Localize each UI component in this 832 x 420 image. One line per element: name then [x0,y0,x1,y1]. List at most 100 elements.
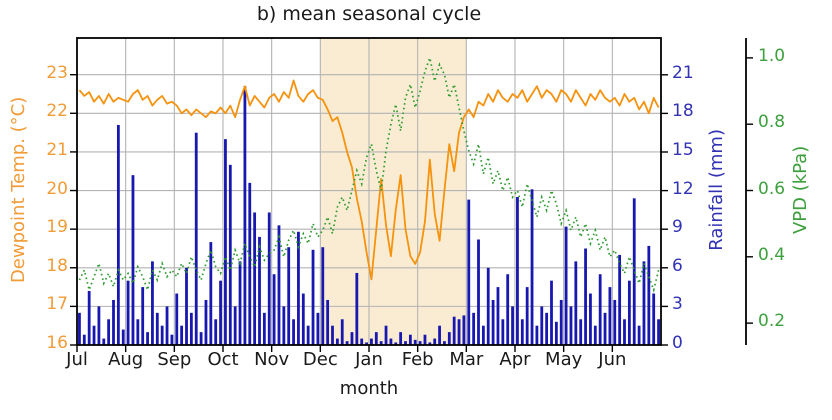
dewpoint-tick-label: 16 [46,333,68,353]
rainfall-bar [632,198,636,345]
rainfall-bar [146,332,149,345]
rainfall-bar [399,332,403,345]
rainfall-bar [262,312,266,345]
rainfall-tick-label: 21 [672,62,694,83]
rainfall-bar [618,254,622,345]
month-tick-label: Aug [108,349,144,370]
rainfall-bar [360,338,364,345]
vpd-tick-label: 0.4 [758,244,786,265]
rainfall-bar [370,338,373,345]
month-tick-label: Mar [449,349,484,370]
rainfall-bar [428,342,432,345]
rainfall-bar [516,197,519,345]
rainfall-bar [253,212,257,345]
month-tick-label: Sep [157,349,192,370]
rainfall-bar [350,332,354,345]
rainfall-bar [345,341,349,345]
rainfall-bar [155,312,159,345]
rainfall-tick-label: 6 [672,255,683,276]
rainfall-bar [282,306,286,345]
month-tick-label: Nov [254,349,290,370]
rainfall-tick-label: 9 [672,217,683,238]
rainfall-bar [438,325,441,345]
dewpoint-tick-label: 17 [46,294,68,315]
x-axis-label: month [339,378,399,399]
rainfall-bar [447,332,451,345]
rainfall-bar [550,280,553,345]
rainfall-bar [564,226,568,345]
month-tick-label: Dec [302,349,338,370]
rainfall-bar [433,338,437,345]
vpd-tick-label: 0.8 [758,112,786,133]
rainfall-bar [530,189,534,345]
rainfall-bar [627,280,631,345]
dry-season-shaded-region [320,38,467,345]
rainfall-bar [209,242,213,345]
rainfall-bar [321,247,325,345]
rainfall-bar [292,319,295,345]
rainfall-bar [535,325,539,345]
rainfall-bar [102,338,106,345]
vpd-tick-label: 0.2 [758,311,786,332]
rainfall-bar [272,274,276,345]
rainfall-bar [121,329,125,345]
rainfall-bar [243,86,247,345]
rainfall-bar [423,334,427,345]
rainfall-bar [228,164,232,345]
rainfall-bar [306,325,310,345]
dewpoint-tick-label: 20 [46,178,68,199]
rainfall-bar [131,175,135,345]
rainfall-bar [165,306,169,345]
rainfall-bar [545,312,549,345]
rainfall-tick-label: 15 [672,139,694,160]
rainfall-bar [642,261,646,345]
month-tick-label: Apr [499,349,531,370]
rainfall-bar [520,319,524,345]
rainfall-bar [160,325,164,345]
rainfall-bar [379,341,383,345]
rainfall-bar [554,321,558,345]
rainfall-bar [248,182,252,345]
rainfall-bar [151,261,154,345]
rainfall-bar [87,290,91,345]
rainfall-bar [574,261,578,345]
rainfall-bar [180,325,184,345]
dewpoint-tick-label: 21 [46,139,68,160]
rainfall-bar [598,274,602,345]
rainfall-bar [214,319,218,345]
rainfall-bar [501,319,505,345]
rainfall-bar [525,287,529,345]
rainfall-bar [579,319,583,345]
rainfall-bar [496,287,500,345]
rainfall-bar [413,339,417,345]
rainfall-bar [112,299,115,345]
rainfall-bar [652,293,656,345]
rainfall-bar [126,280,130,345]
vpd-dotted-line [78,54,660,293]
rainfall-bar [335,338,339,345]
rainfall-bar [462,315,466,345]
rainfall-bar [647,245,651,345]
rainfall-tick-label: 3 [672,294,683,315]
rainfall-bar [175,293,179,345]
rainfall-bar [204,299,208,345]
rainfall-bar [185,267,188,345]
rainfall-tick-label: 0 [672,333,683,353]
rainfall-bar [258,236,261,345]
dewpoint-tick-label: 19 [46,217,68,238]
rainfall-bar [287,247,291,345]
rainfall-bar [116,124,120,346]
rainfall-bar [457,319,461,345]
dewpoint-tick-label: 18 [46,255,68,276]
dewpoint-tick-label: 23 [46,62,68,83]
month-tick-label: Jan [355,349,383,370]
rainfall-bar [355,272,359,345]
rainfall-bar [467,199,471,345]
rainfall-bar [394,342,398,345]
rainfall-bar [326,299,330,345]
vpd-tick-label: 0.6 [758,178,786,199]
month-tick-label: Feb [401,349,434,370]
rainfall-bar [238,261,242,345]
rainfall-bar [443,341,446,345]
